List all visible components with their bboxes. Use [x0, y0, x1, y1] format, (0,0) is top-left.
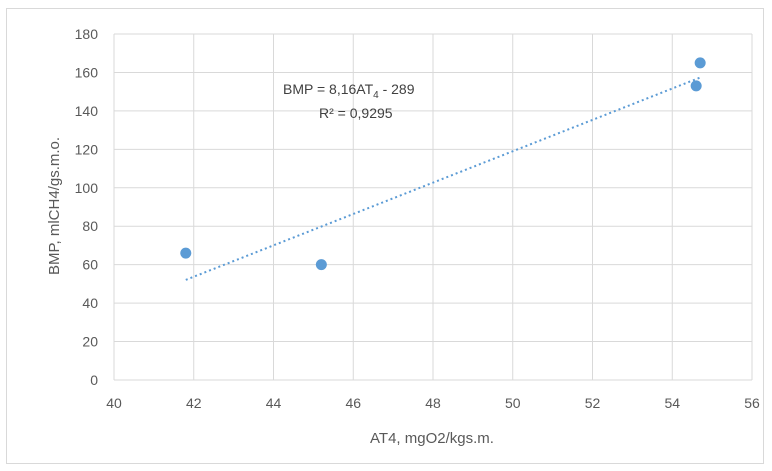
data-point	[694, 57, 706, 69]
y-tick-label: 0	[90, 372, 98, 388]
data-point	[180, 247, 192, 259]
y-tick-label: 180	[75, 26, 99, 42]
x-tick-label: 46	[345, 395, 361, 411]
y-tick-label: 100	[75, 180, 99, 196]
y-tick-label: 120	[75, 141, 99, 157]
y-axis-title: BMP, mlCH4/gs.m.o.	[46, 137, 63, 275]
x-tick-label: 54	[664, 395, 680, 411]
y-tick-label: 160	[75, 64, 99, 80]
x-axis-title: AT4, mgO2/kgs.m.	[370, 430, 494, 447]
x-tick-label: 40	[106, 395, 122, 411]
y-tick-label: 40	[82, 295, 98, 311]
trendline-group	[185, 76, 701, 281]
data-points	[180, 57, 706, 271]
x-tick-label: 48	[425, 395, 441, 411]
x-tick-label: 50	[505, 395, 521, 411]
y-tick-label: 20	[82, 334, 98, 350]
y-tick-labels: 0 20 40 60 80 100 120 140 160 180	[75, 26, 99, 388]
y-tick-label: 140	[75, 103, 99, 119]
x-tick-labels: 40 42 44 46 48 50 52 54 56	[106, 395, 760, 411]
data-point	[690, 80, 702, 92]
x-tick-label: 42	[186, 395, 202, 411]
x-tick-label: 52	[585, 395, 601, 411]
r-squared-label: R² = 0,9295	[319, 105, 393, 121]
trendline-equation: BMP = 8,16AT4 - 289	[283, 81, 415, 101]
data-point	[315, 259, 327, 271]
gridlines	[113, 33, 753, 381]
chart-frame	[6, 8, 764, 464]
y-tick-label: 80	[82, 218, 98, 234]
x-tick-label: 56	[744, 395, 760, 411]
y-tick-label: 60	[82, 257, 98, 273]
x-tick-label: 44	[266, 395, 282, 411]
trendline	[185, 76, 701, 281]
